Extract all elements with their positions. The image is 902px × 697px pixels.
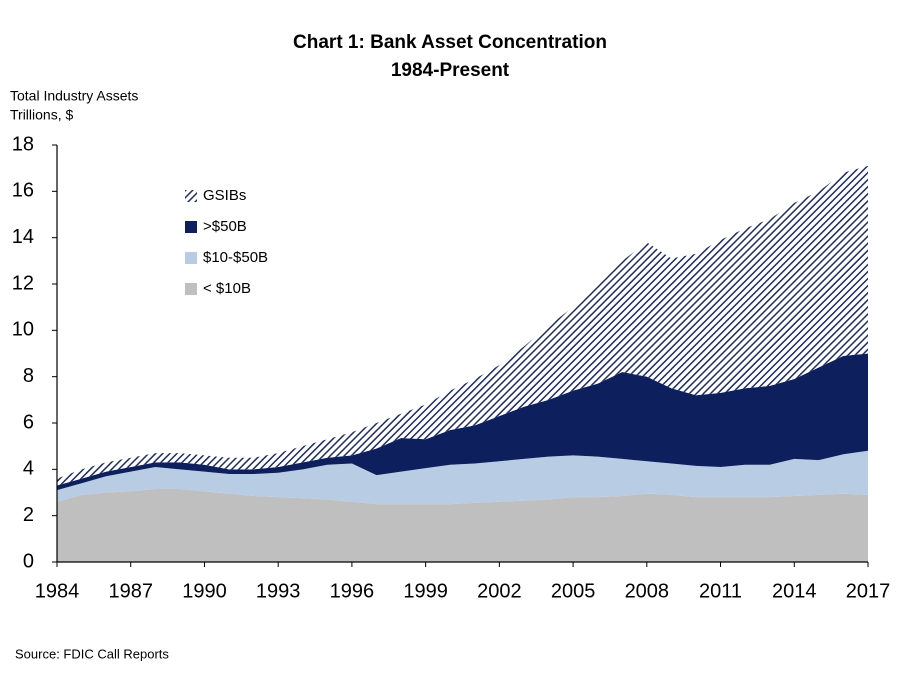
x-tick-label: 1993 — [256, 580, 301, 602]
y-tick-label: 12 — [12, 272, 34, 294]
area — [57, 165, 868, 486]
area — [57, 353, 868, 491]
y-tick-label: 16 — [12, 180, 34, 202]
chart-title: Chart 1: Bank Asset Concentration — [293, 32, 607, 53]
area — [57, 489, 868, 562]
x-tick-label: 2014 — [772, 580, 817, 602]
plot-area: 0 2 4 6 8 10 12 14 16 18 1984 1987 1990 1993 1996 1999 2… — [12, 133, 891, 602]
legend-swatch — [185, 221, 197, 233]
x-tick-label: 2005 — [551, 580, 596, 602]
x-tick-label: 1996 — [330, 580, 375, 602]
legend-label: >$50B — [203, 218, 247, 235]
x-tick-label: 1999 — [403, 580, 448, 602]
y-tick-label: 14 — [12, 226, 34, 248]
y-tick-label: 10 — [12, 319, 34, 341]
area — [57, 450, 868, 505]
x-tick-label: 1990 — [182, 580, 227, 602]
legend-label: $10-$50B — [203, 249, 268, 266]
x-tick-label: 2017 — [846, 580, 891, 602]
legend-label: GSIBs — [203, 187, 246, 204]
x-tick-label: 2002 — [477, 580, 522, 602]
y-tick-label: 8 — [23, 365, 34, 387]
y-tick-label: 0 — [23, 550, 34, 572]
y-axis-label: Total Industry Assets — [10, 88, 138, 104]
y-tick-label: 2 — [23, 504, 34, 526]
chart-subtitle: 1984-Present — [391, 60, 510, 81]
x-tick-label: 1984 — [35, 580, 80, 602]
source-note: Source: FDIC Call Reports — [15, 646, 169, 661]
y-tick-label: 18 — [12, 133, 34, 155]
y-tick-label: 4 — [23, 458, 34, 480]
legend-swatch — [185, 252, 197, 264]
x-tick-label: 2011 — [699, 580, 742, 602]
y-axis-label: Trillions, $ — [10, 107, 73, 123]
legend-label: < $10B — [203, 280, 251, 297]
legend-swatch — [185, 190, 197, 202]
legend-swatch — [185, 283, 197, 295]
x-tick-label: 2008 — [625, 580, 670, 602]
y-tick-label: 6 — [23, 411, 34, 433]
x-tick-label: 1987 — [108, 580, 153, 602]
